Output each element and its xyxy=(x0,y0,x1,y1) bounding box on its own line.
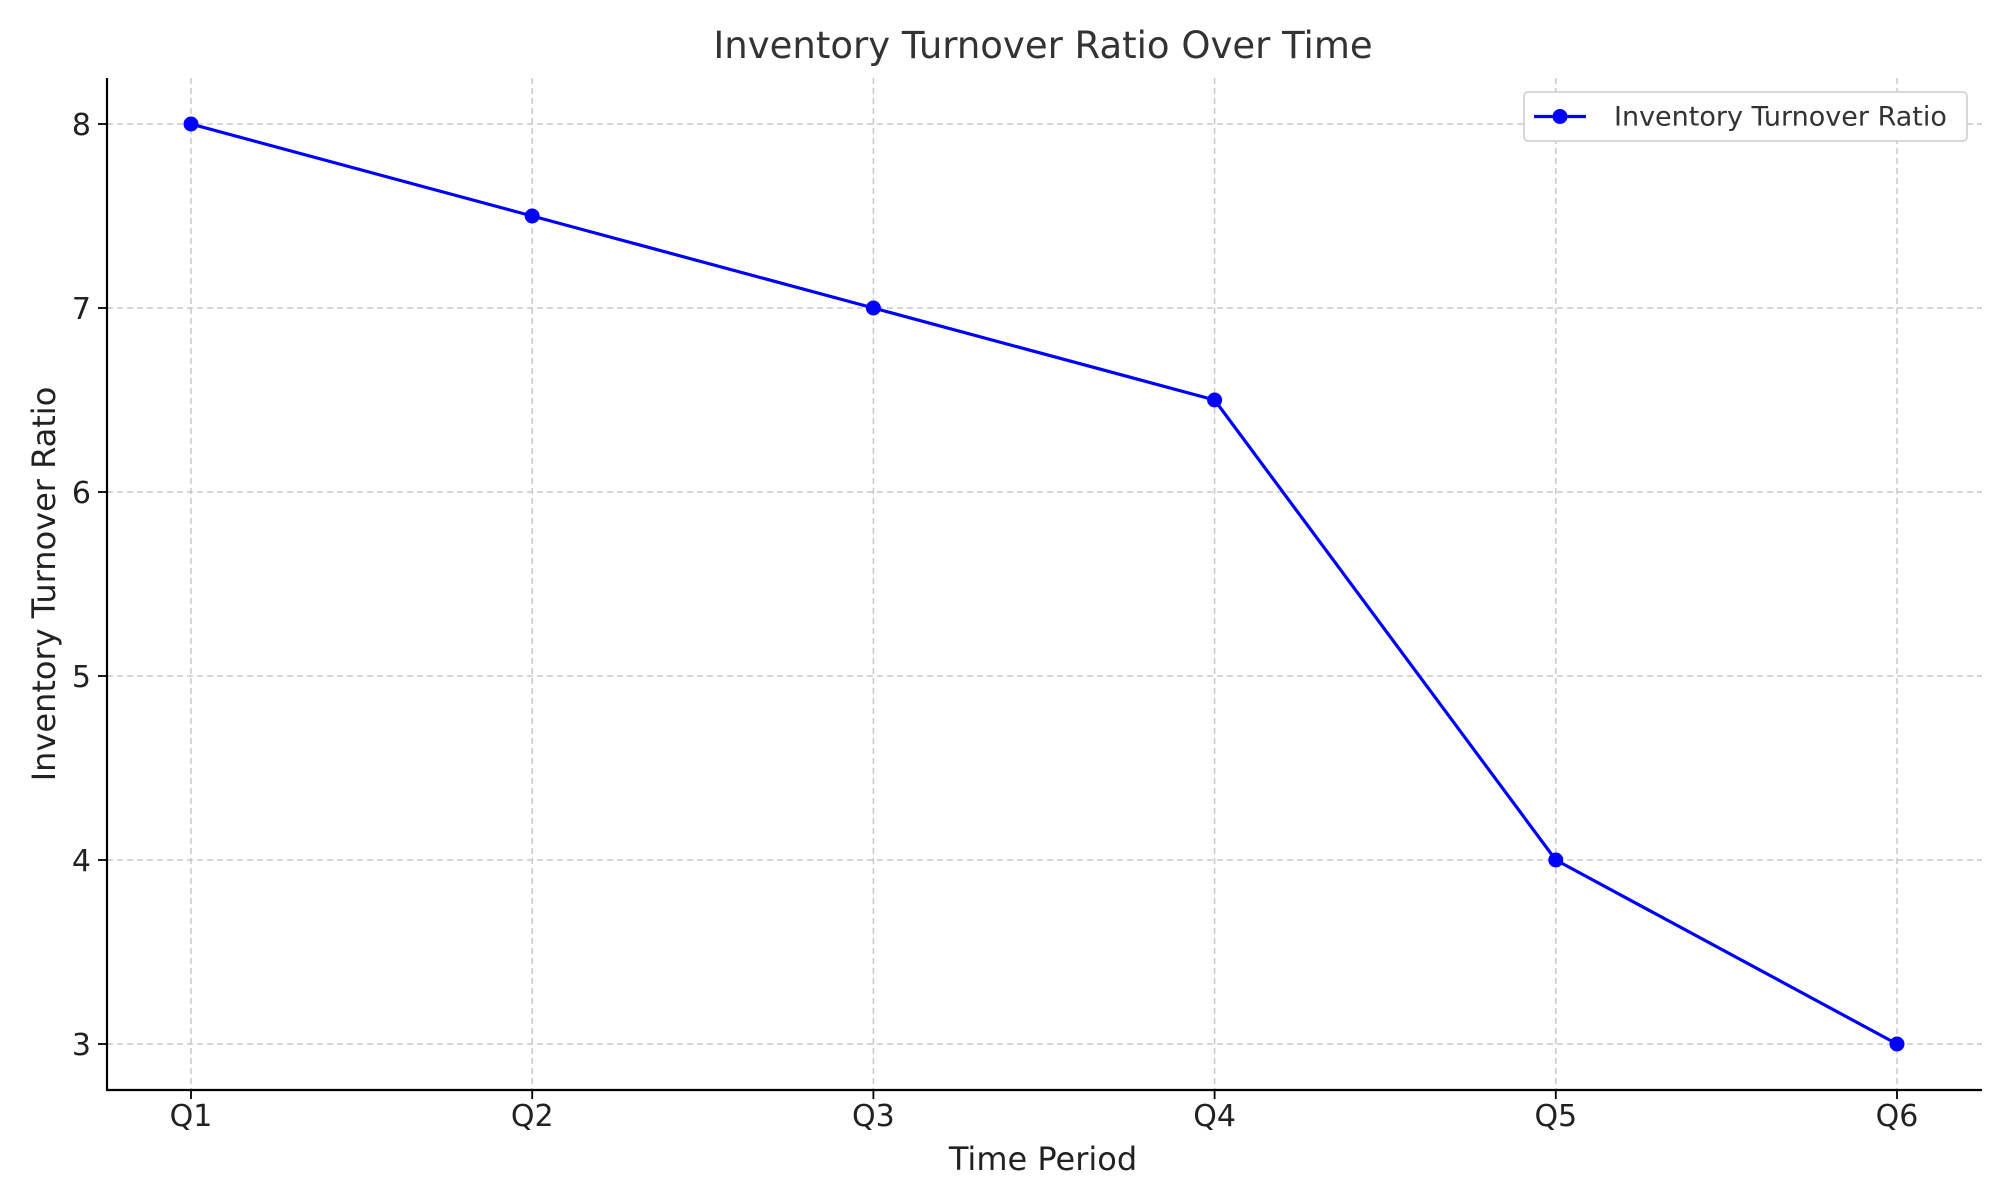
grid xyxy=(107,78,1982,1090)
axes: Q1 Q2 Q3 Q4 Q5 Q6 3 4 5 6 7 8 xyxy=(72,78,1982,1134)
data-point xyxy=(1548,852,1564,868)
data-point xyxy=(183,116,199,132)
legend: Inventory Turnover Ratio xyxy=(1523,91,1968,142)
series-layer xyxy=(183,116,1905,1052)
y-tick-label: 4 xyxy=(72,844,91,879)
y-tick-label: 3 xyxy=(72,1028,91,1063)
chart-title: Inventory Turnover Ratio Over Time xyxy=(713,24,1372,67)
x-axis-label: Time Period xyxy=(948,1140,1137,1178)
legend-box xyxy=(1523,91,1968,142)
x-tick-label: Q5 xyxy=(1534,1099,1577,1134)
x-tick-label: Q1 xyxy=(170,1099,213,1134)
data-point xyxy=(1889,1036,1905,1052)
legend-marker xyxy=(1552,109,1568,124)
data-point xyxy=(1207,392,1223,408)
y-tick-label: 8 xyxy=(72,108,91,143)
axis-spines xyxy=(105,78,1982,1092)
legend-label: Inventory Turnover Ratio xyxy=(1614,102,1947,133)
x-tick-label: Q6 xyxy=(1876,1099,1919,1134)
x-tick-label: Q2 xyxy=(511,1099,554,1134)
y-tick-label: 5 xyxy=(72,660,91,695)
series-line xyxy=(190,122,1898,1046)
x-tick-label: Q4 xyxy=(1193,1099,1236,1134)
y-tick-label: 7 xyxy=(72,292,91,327)
y-axis-label: Inventory Turnover Ratio xyxy=(25,387,63,782)
y-tick-label: 6 xyxy=(72,476,91,511)
data-point xyxy=(524,208,540,224)
x-tick-label: Q3 xyxy=(852,1099,895,1134)
data-point xyxy=(865,300,881,316)
